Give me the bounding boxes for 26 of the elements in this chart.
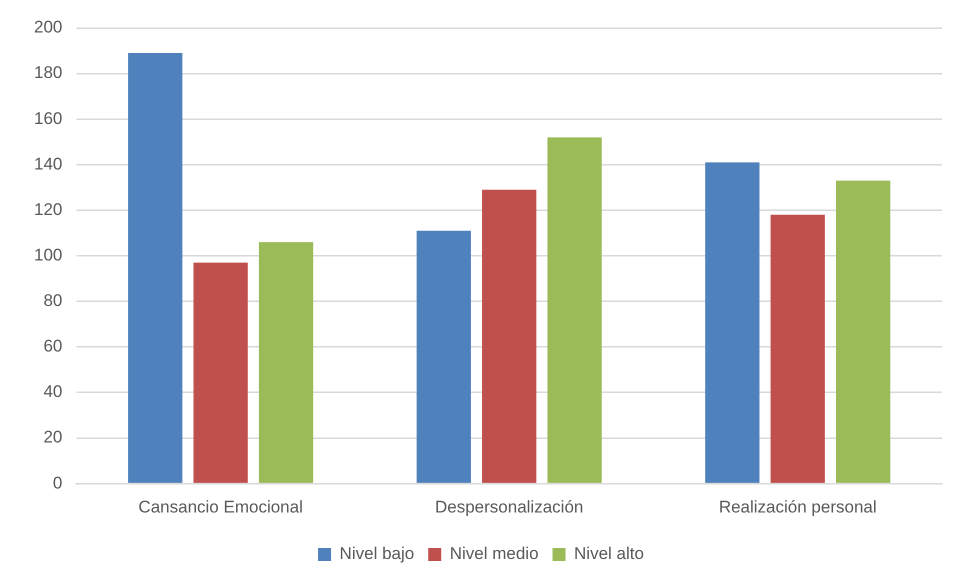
y-tick-label: 80 [43,291,62,310]
y-tick-label: 40 [43,382,62,402]
bar [705,162,760,483]
bar [416,230,471,483]
x-tick-label: Realización personal [718,497,877,516]
x-tick-label: Cansancio Emocional [138,497,303,516]
y-tick-label: 60 [43,336,62,356]
legend-label: Nivel alto [574,544,644,564]
bar [193,262,248,483]
legend-label: Nivel bajo [340,544,414,564]
bar [770,214,825,483]
y-tick-label: 140 [34,154,62,174]
y-tick-label: 0 [52,473,62,492]
y-tick-label: 160 [34,108,62,128]
bar [128,53,182,483]
bar [836,180,890,483]
y-tick-label: 100 [34,245,62,264]
bar [258,242,314,483]
bar [547,137,602,483]
y-tick-label: 120 [34,200,62,219]
x-tick-label: Despersonalización [434,497,584,516]
bar [482,190,536,483]
legend-label: Nivel medio [450,544,539,564]
y-tick-label: 20 [43,428,62,447]
y-tick-label: 200 [34,18,62,37]
y-tick-label: 180 [34,63,62,82]
